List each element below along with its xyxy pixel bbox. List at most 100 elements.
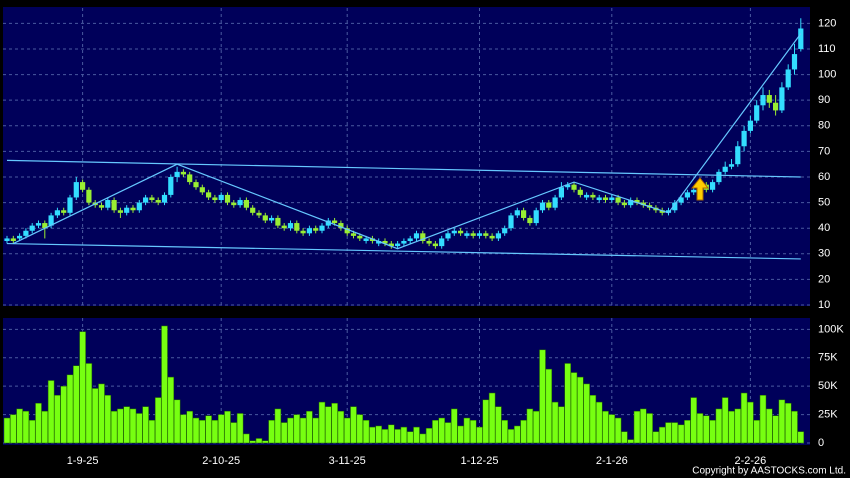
volume-bar xyxy=(180,414,187,444)
y-tick-label: 70 xyxy=(818,145,830,157)
candle-body xyxy=(187,174,193,183)
volume-bar xyxy=(104,395,112,444)
volume-bar xyxy=(199,420,206,444)
x-tick-label: 2-10-25 xyxy=(202,455,240,467)
volume-bar xyxy=(608,414,616,444)
x-tick-label: 2-2-26 xyxy=(735,455,767,467)
volume-bar xyxy=(47,380,55,444)
volume-bar xyxy=(602,410,609,444)
volume-bar xyxy=(406,431,414,444)
volume-bar xyxy=(173,399,181,444)
volume-bar xyxy=(432,420,439,444)
volume-bar xyxy=(224,410,231,444)
candle-body xyxy=(665,210,672,213)
volume-bar xyxy=(356,414,364,444)
volume-bar xyxy=(791,410,798,444)
volume-bar xyxy=(192,417,200,444)
x-tick-label: 1-9-25 xyxy=(67,455,99,467)
volume-bar xyxy=(154,397,162,444)
candle-body xyxy=(495,233,501,239)
candle-body xyxy=(728,164,735,167)
candle-body xyxy=(395,243,401,247)
y-tick-label: 30 xyxy=(818,248,830,260)
volume-bar xyxy=(123,406,130,444)
candle-body xyxy=(344,228,350,234)
candle-body xyxy=(42,223,48,229)
candle-body xyxy=(552,197,558,208)
y-tick-label: 120 xyxy=(818,17,836,29)
volume-bar xyxy=(532,410,540,444)
volume-bar xyxy=(469,420,477,444)
volume-bar xyxy=(362,420,370,444)
candle-body xyxy=(798,28,804,49)
volume-bar xyxy=(98,383,105,444)
volume-bar xyxy=(388,424,395,444)
volume-bar xyxy=(721,397,729,444)
candle-body xyxy=(439,238,445,247)
candle-body xyxy=(476,233,483,236)
candle-body xyxy=(306,228,312,234)
candle-body xyxy=(237,200,243,206)
volume-bar xyxy=(797,431,805,444)
candle-body xyxy=(640,202,646,206)
layer: 10 20 30 40 50 60 70 80 90 100 110 120 0 25K 50K 75K 100… xyxy=(3,8,844,467)
candle-body xyxy=(212,197,218,201)
candle-body xyxy=(250,207,256,213)
volume-tick-label: 0 xyxy=(818,437,824,449)
candle-body xyxy=(357,235,363,239)
candle-body xyxy=(136,202,142,211)
y-tick-label: 60 xyxy=(818,171,830,183)
volume-bar xyxy=(230,422,238,444)
volume-bar xyxy=(665,422,672,444)
candle-body xyxy=(256,212,262,216)
candle-body xyxy=(218,194,224,201)
candle-body xyxy=(80,182,86,190)
volume-bar xyxy=(476,426,483,444)
candle-body xyxy=(199,187,205,193)
volume-bar xyxy=(703,415,710,444)
candle-body xyxy=(773,102,779,111)
volume-bar xyxy=(343,417,351,444)
candle-body xyxy=(508,215,514,229)
volume-tick-label: 50K xyxy=(818,380,838,392)
candle-body xyxy=(716,171,722,183)
volume-bar xyxy=(425,427,433,444)
candle-body xyxy=(206,192,212,198)
candle-body xyxy=(300,230,306,234)
candle-body xyxy=(735,146,741,165)
volume-bar xyxy=(778,399,786,444)
candle-body xyxy=(4,238,10,241)
volume-bar xyxy=(709,420,716,444)
candle-body xyxy=(338,223,344,229)
volume-bar xyxy=(79,331,86,444)
copyright: Copyright by AASTOCKS.com Ltd. xyxy=(692,466,846,477)
candle-body xyxy=(628,200,634,206)
candle-body xyxy=(584,194,590,198)
volume-bar xyxy=(400,426,408,444)
candle-body xyxy=(17,235,23,239)
candle-body xyxy=(269,217,275,221)
volume-bar xyxy=(614,417,622,444)
volume-bar xyxy=(217,414,225,444)
volume-bar xyxy=(394,429,401,444)
candle-body xyxy=(143,197,149,203)
candle-body xyxy=(363,238,369,241)
volume-bar xyxy=(551,401,559,444)
volume-bar xyxy=(463,417,471,444)
volume-bar xyxy=(539,349,546,444)
volume-bar xyxy=(293,414,301,444)
x-tick-label: 2-1-26 xyxy=(596,455,628,467)
volume-bar xyxy=(747,401,754,444)
volume-bar xyxy=(640,408,647,444)
candle-body xyxy=(489,235,495,239)
volume-bar xyxy=(3,417,11,444)
volume-bar xyxy=(784,402,792,444)
candle-body xyxy=(231,202,237,206)
volume-bar xyxy=(148,420,156,444)
volume-bar xyxy=(85,363,93,444)
candle-body xyxy=(596,197,602,201)
candle-body xyxy=(470,233,476,236)
volume-bar xyxy=(507,429,515,444)
volume-bar xyxy=(570,372,578,444)
